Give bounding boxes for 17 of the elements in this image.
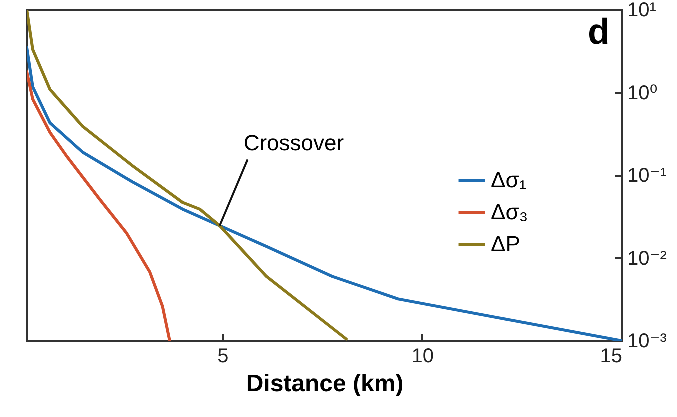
x-tick-label: 15 (600, 346, 622, 368)
y-tick-label: 10⁻³ (628, 330, 668, 352)
x-tick-label: 5 (218, 346, 229, 368)
y-tick-label: 10⁰ (628, 82, 658, 104)
y-tick-label: 10¹ (628, 0, 657, 22)
legend-label: ΔP (491, 232, 520, 257)
line-series (27, 70, 172, 341)
x-tick-label: 10 (412, 346, 434, 368)
y-tick-label: 10⁻¹ (628, 165, 668, 187)
annotation: Crossover (244, 130, 344, 156)
x-axis-title: Distance (km) (246, 370, 404, 398)
line-series (27, 46, 622, 341)
legend-label: Δσ₁ (491, 168, 527, 193)
annotation: d (588, 11, 610, 52)
line-series (27, 10, 348, 341)
legend-label: Δσ₃ (491, 200, 528, 225)
y-tick-label: 10⁻² (628, 248, 668, 270)
